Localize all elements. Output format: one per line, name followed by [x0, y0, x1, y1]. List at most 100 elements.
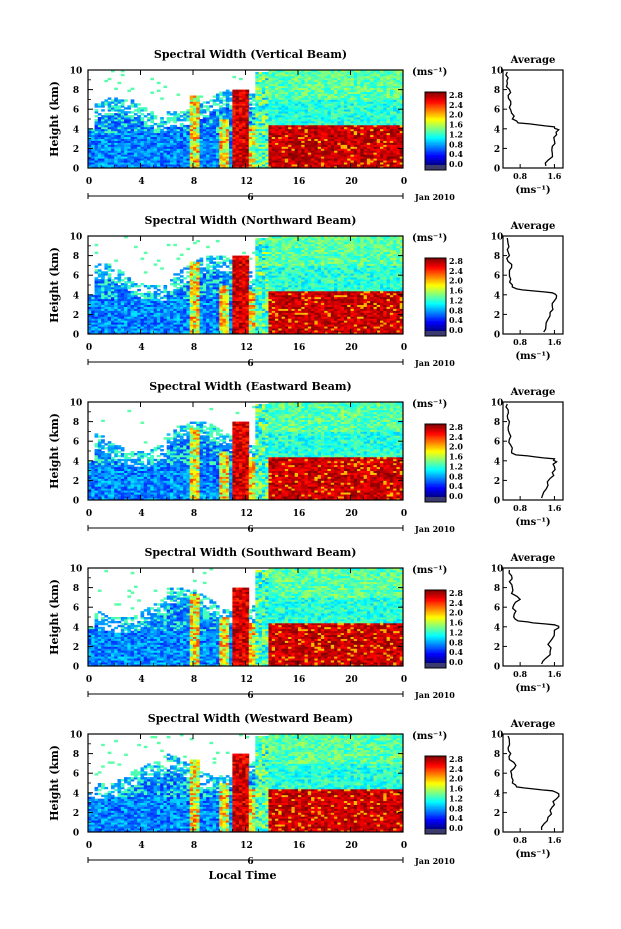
heatmap-cell — [327, 91, 332, 94]
heatmap-cell — [327, 99, 332, 102]
heatmap-cell — [330, 148, 335, 151]
heatmap-cell — [314, 113, 319, 116]
heatmap-cell — [275, 103, 279, 106]
heatmap-cell — [350, 89, 355, 92]
heatmap-cell — [353, 95, 358, 98]
heatmap-cell — [196, 164, 200, 167]
heatmap-cell — [143, 164, 148, 167]
heatmap-cell — [186, 322, 191, 325]
heatmap-cell — [380, 103, 384, 106]
heatmap-cell — [176, 316, 181, 319]
heatmap-cell — [150, 150, 155, 153]
heatmap-cell — [133, 296, 138, 300]
heatmap-cell — [275, 154, 279, 157]
heatmap-cell — [97, 326, 102, 329]
heatmap-cell — [166, 290, 171, 294]
heatmap-cell — [107, 160, 112, 163]
heatmap-cell — [343, 119, 348, 122]
heatmap-cell — [268, 85, 273, 89]
heatmap-cell — [101, 109, 105, 112]
heatmap-cell — [189, 302, 194, 305]
heatmap-cell — [140, 107, 145, 110]
heatmap-cell — [124, 134, 128, 138]
heatmap-cell — [340, 79, 345, 83]
heatmap-cell — [153, 302, 158, 305]
heatmap-cell — [107, 122, 112, 126]
heatmap-cell — [97, 152, 102, 155]
heatmap-cell — [176, 302, 181, 305]
heatmap-cell — [271, 120, 276, 124]
heatmap-cell — [317, 81, 322, 85]
heatmap-cell — [232, 154, 237, 157]
heatmap-cell — [173, 326, 177, 329]
heatmap-cell — [393, 109, 397, 112]
heatmap-cell — [268, 148, 273, 151]
heatmap-cell — [271, 158, 276, 161]
heatmap-cell — [160, 166, 164, 169]
heatmap-cell — [337, 148, 342, 151]
heatmap-cell — [176, 140, 181, 143]
heatmap-cell — [245, 91, 250, 94]
heatmap-cell — [133, 332, 138, 335]
heatmap-cell — [399, 144, 404, 147]
heatmap-cell — [271, 144, 276, 147]
colorbar-swatch — [425, 142, 446, 145]
heatmap-cell — [140, 320, 145, 323]
heatmap-cell — [137, 132, 141, 136]
heatmap-cell — [183, 304, 187, 307]
heatmap-cell — [107, 314, 112, 317]
heatmap-cell — [324, 128, 328, 132]
heatmap-cell — [370, 120, 374, 124]
heatmap-cell — [370, 91, 374, 94]
heatmap-cell — [196, 111, 200, 114]
heatmap-cell — [248, 122, 253, 126]
heatmap-cell — [373, 115, 378, 118]
heatmap-cell — [363, 107, 368, 110]
heatmap-cell — [350, 122, 355, 126]
heatmap-cell — [110, 320, 115, 323]
heatmap-cell — [120, 144, 125, 147]
heatmap-cell — [370, 142, 374, 145]
heatmap-cell — [291, 81, 296, 85]
heatmap-cell — [389, 105, 394, 108]
heatmap-cell — [396, 85, 401, 89]
heatmap-cell — [97, 105, 102, 108]
heatmap-cell — [396, 128, 401, 132]
heatmap-cell — [304, 124, 309, 128]
colorbar-tick-label: 0.8 — [449, 139, 463, 149]
colorbar-swatch — [425, 141, 446, 144]
y-tick-label: 2 — [73, 145, 79, 155]
heatmap-cell — [212, 160, 217, 163]
heatmap-cell — [110, 142, 115, 145]
heatmap-cell — [196, 132, 200, 136]
heatmap-cell — [242, 134, 246, 138]
heatmap-cell — [334, 105, 338, 108]
heatmap-cell — [360, 93, 365, 96]
heatmap-cell — [153, 320, 158, 323]
heatmap-cell — [380, 140, 384, 143]
heatmap-cell — [202, 138, 207, 141]
heatmap-cell — [150, 130, 155, 134]
heatmap-cell — [94, 332, 99, 335]
heatmap-cell — [97, 117, 102, 120]
heatmap-cell — [271, 136, 276, 139]
heatmap-cell — [196, 128, 200, 132]
heatmap-cell — [170, 283, 174, 286]
x-tick-label: 16 — [293, 177, 306, 187]
heatmap-cell — [232, 103, 237, 106]
heatmap-cell — [124, 148, 128, 151]
heatmap-cell — [376, 70, 381, 73]
heatmap-cell — [170, 148, 174, 151]
heatmap-cell — [130, 101, 135, 104]
heatmap-cell — [307, 152, 312, 155]
colorbar-swatch — [425, 136, 446, 138]
heatmap-cell — [242, 101, 246, 104]
heatmap-cell — [311, 70, 315, 73]
heatmap-cell — [222, 152, 227, 155]
heatmap-cell — [304, 128, 309, 132]
heatmap-cell — [242, 158, 246, 161]
heatmap-cell — [219, 152, 223, 155]
heatmap-cell — [373, 156, 378, 159]
heatmap-cell — [311, 144, 315, 147]
heatmap-cell — [393, 99, 397, 102]
